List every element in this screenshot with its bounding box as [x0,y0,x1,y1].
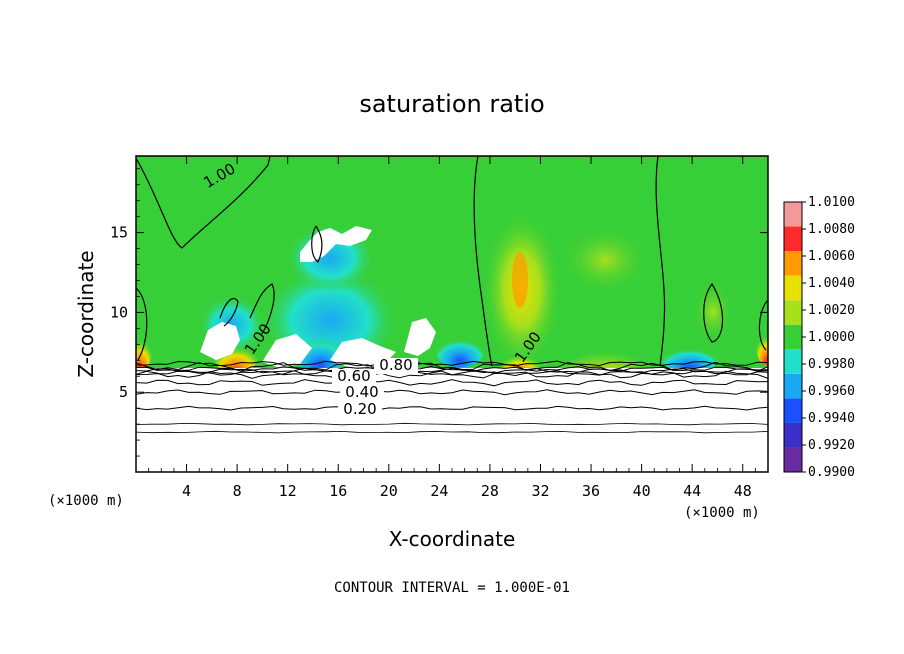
contour-label: 0.40 [345,383,378,401]
light-green-bubble [693,282,733,342]
x-tick-label: 20 [380,482,398,500]
contour-label: 0.60 [337,367,370,385]
colorbar-label: 0.9940 [808,411,855,426]
light-green-region [560,225,650,295]
contour-line-dense [136,367,768,374]
white-patch-left [200,322,240,360]
dry-patch-center [294,330,346,374]
y-tick-label: 15 [110,224,128,242]
x-axis-label: X-coordinate [389,527,516,551]
contour-line-dense [136,365,768,373]
colorbar-swatch [784,324,802,350]
x-tick-label: 40 [633,482,651,500]
colorbar: 0.9900 0.9920 0.9940 0.9960 0.9980 1.0000 1.00… [783,195,855,480]
x-axis-ticks: 4 8 12 16 20 24 28 32 36 40 44 48 [148,156,756,500]
colorbar-label: 1.0060 [808,249,855,264]
plot-area: 1.001.00 1.000.800.600.400.20 [136,156,768,472]
contour-label-bg [338,402,382,418]
colorbar-label: 1.0020 [808,303,855,318]
y-tick-label: 10 [110,303,128,321]
colorbar-swatch [784,422,802,448]
contour-line-low [136,422,768,426]
colorbar-label: 1.0000 [808,330,855,345]
x-tick-label: 32 [531,482,549,500]
field-features [136,210,768,422]
contour-lines: 1.001.00 1.000.800.600.400.20 [136,156,768,434]
contour-line-1-00 [655,156,666,367]
contour-interval-note: CONTOUR INTERVAL = 1.000E-01 [334,580,570,596]
contour-line-1-00 [703,282,724,343]
contour-line-0-2 [136,405,768,411]
x-tick-label: 36 [582,482,600,500]
x-tick-label: 48 [734,482,752,500]
y-axis-label: Z-coordinate [74,250,98,377]
contour-line-1-00 [136,287,148,361]
contour-line-1-00 [473,156,493,367]
x-tick-label: 4 [182,482,191,500]
hotspot-edge-left [136,328,152,372]
x-tick-label: 24 [430,482,448,500]
colorbar-swatch [784,349,802,374]
colorbar-swatch [784,447,802,472]
x-tick-label: 28 [481,482,499,500]
colorbar-label: 1.0100 [808,195,855,210]
contour-label: 0.80 [379,356,412,374]
plume-core [512,252,528,308]
colorbar-label: 1.0040 [808,276,855,291]
contour-label-bg [374,358,418,374]
boundary-layer-region [136,368,768,472]
contour-line-low [136,430,768,434]
contour-line-1-00 [311,225,323,263]
x-tick-label: 16 [329,482,347,500]
colorbar-label: 0.9980 [808,357,855,372]
x-unit-right: (×1000 m) [684,505,760,521]
contour-line-0-4 [136,389,768,396]
contour-label-bg [340,385,384,401]
x-tick-label: 44 [683,482,701,500]
white-patch-upper [300,226,372,262]
x-tick-label: 8 [233,482,242,500]
white-patch-mid [404,318,436,356]
contour-label-bg [332,369,376,385]
contour-line-dense [136,370,768,377]
colorbar-label: 1.0080 [808,222,855,237]
colorbar-swatch [784,202,802,227]
colorbar-swatch [784,398,802,423]
colorbar-swatch [784,300,802,325]
colorbar-swatch [784,275,802,301]
y-tick-label: 5 [119,383,128,401]
colorbar-label: 0.9960 [808,384,855,399]
colorbar-swatch [784,226,802,252]
contour-line-1-00 [249,283,275,335]
x-unit-left: (×1000 m) [48,493,124,509]
contour-line-1-00 [758,299,768,351]
dry-patch-right [662,342,718,374]
y-axis-ticks: 5 10 15 [110,168,768,457]
colorbar-swatch [784,373,802,399]
x-tick-label: 12 [279,482,297,500]
contour-line-1-00 [219,297,239,327]
colorbar-swatch [784,251,802,276]
dry-patch-mid [436,332,484,368]
contour-line-dense [136,360,768,367]
contour-label: 0.20 [343,400,376,418]
contour-line-1-00 [136,156,271,249]
chart-title: saturation ratio [359,90,544,118]
colorbar-label: 0.9920 [808,438,855,453]
colorbar-label: 0.9900 [808,465,855,480]
contour-line-0-6 [136,379,768,387]
white-patch-center-left [262,334,312,368]
